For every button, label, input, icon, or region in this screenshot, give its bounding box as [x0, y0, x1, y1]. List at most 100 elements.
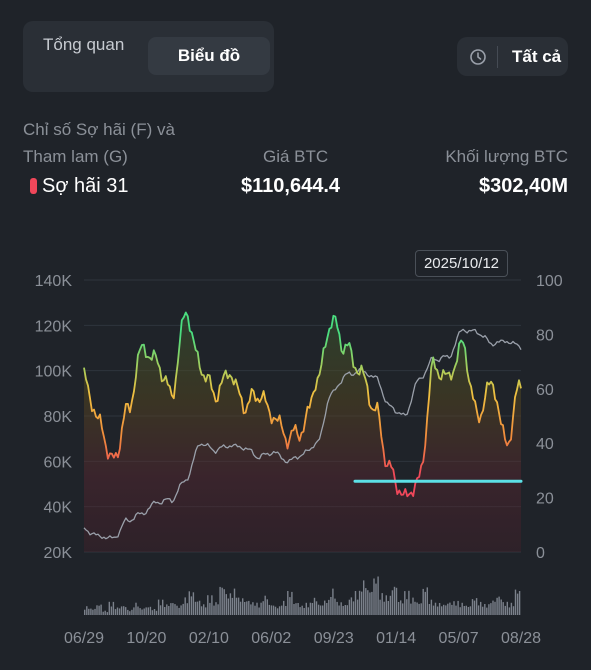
volume-bar	[235, 597, 238, 615]
volume-bar	[157, 599, 160, 615]
volume-bar	[207, 595, 209, 615]
fear-greed-label-2: Tham lam (G)	[23, 147, 128, 166]
volume-bar	[336, 601, 338, 615]
time-range-button[interactable]: Tất cả	[457, 37, 568, 76]
volume-bar	[445, 605, 447, 615]
left-axis-tick: 20K	[44, 545, 73, 562]
volume-bar	[190, 596, 193, 615]
volume-bar	[432, 605, 435, 615]
volume-bar	[402, 603, 404, 615]
volume-bar	[272, 605, 275, 615]
volume-bar	[217, 604, 219, 615]
volume-bar	[209, 602, 211, 615]
volume-bar	[317, 604, 320, 615]
x-axis-tick: 09/23	[314, 630, 354, 647]
divider	[497, 45, 498, 68]
fear-greed-label: Chỉ số Sợ hãi (F) và	[23, 120, 175, 139]
volume-bar	[315, 601, 318, 615]
volume-bar	[496, 597, 498, 615]
volume-bar	[270, 605, 273, 615]
fear-greed-value: Sợ hãi 31	[42, 175, 129, 197]
volume-bar	[492, 600, 494, 615]
volume-bar	[475, 598, 478, 615]
volume-bar	[295, 603, 297, 615]
volume-bar	[500, 599, 502, 615]
volume-bar	[404, 591, 406, 615]
volume-bar	[159, 605, 162, 615]
time-range-label: Tất cả	[512, 46, 562, 66]
volume-bar	[463, 606, 465, 615]
volume-bar	[274, 606, 277, 615]
volume-bar	[168, 606, 170, 615]
volume-bar	[184, 597, 186, 615]
volume-bar	[137, 606, 139, 615]
volume-bar	[504, 605, 506, 615]
volume-bar	[162, 599, 164, 615]
volume-bar	[293, 604, 295, 615]
volume-bar	[110, 606, 113, 615]
volume-bar	[283, 600, 285, 615]
volume-bar	[198, 600, 201, 615]
volume-bar	[332, 588, 334, 615]
volume-bar	[155, 610, 158, 615]
right-axis-tick: 20	[536, 491, 554, 508]
volume-bar	[147, 607, 149, 615]
volume-bar	[176, 605, 178, 615]
volume-bar	[494, 601, 496, 615]
volume-bar	[145, 607, 147, 615]
volume-bar	[281, 605, 283, 615]
left-axis-tick: 80K	[44, 409, 73, 426]
volume-bar	[498, 596, 500, 615]
volume-bar	[307, 607, 309, 615]
btc-volume-label: Khối lượng BTC	[445, 147, 568, 166]
tab-overview[interactable]: Tổng quan	[43, 35, 125, 54]
volume-bar	[268, 604, 270, 615]
volume-bar	[512, 606, 515, 615]
btc-price-value: $110,644.4	[241, 175, 340, 197]
x-axis-tick: 01/14	[376, 630, 416, 647]
volume-bar	[453, 601, 455, 615]
volume-bar	[90, 608, 92, 615]
volume-bar	[178, 607, 180, 615]
volume-bar	[397, 602, 400, 615]
volume-bar	[96, 605, 98, 615]
left-axis-tick: 100K	[35, 364, 73, 381]
volume-bar	[393, 586, 396, 615]
clock-icon	[469, 48, 487, 66]
x-axis-tick: 05/07	[439, 630, 479, 647]
volume-bar	[477, 605, 480, 615]
left-axis-tick: 40K	[44, 500, 73, 517]
volume-bar	[416, 602, 418, 615]
left-axis-tick: 120K	[35, 318, 73, 335]
volume-bar	[361, 591, 363, 615]
tab-chart[interactable]: Biểu đồ	[148, 37, 270, 75]
volume-bar	[170, 603, 172, 615]
volume-bar	[508, 607, 511, 615]
volume-bar	[328, 599, 330, 615]
volume-bar	[116, 607, 119, 615]
volume-bar	[344, 605, 346, 615]
volume-bar	[139, 608, 141, 615]
volume-bar	[465, 605, 467, 615]
volume-bar	[484, 604, 486, 615]
volume-bar	[352, 601, 355, 615]
volume-bar	[395, 587, 398, 615]
right-axis-tick: 80	[536, 327, 554, 344]
volume-bar	[457, 600, 459, 615]
right-axis-tick: 0	[536, 545, 545, 562]
btc-price-label: Giá BTC	[263, 147, 329, 166]
volume-bar	[449, 602, 451, 615]
volume-bar	[367, 590, 369, 615]
volume-bar	[149, 606, 152, 615]
volume-bar	[250, 604, 252, 615]
volume-bar	[514, 589, 517, 615]
volume-bar	[133, 607, 135, 615]
volume-bar	[229, 593, 232, 615]
volume-bar	[480, 601, 482, 615]
volume-bar	[242, 598, 244, 615]
volume-bar	[385, 595, 387, 615]
volume-bar	[114, 609, 117, 615]
volume-bar	[313, 597, 316, 615]
volume-bar	[443, 604, 445, 615]
